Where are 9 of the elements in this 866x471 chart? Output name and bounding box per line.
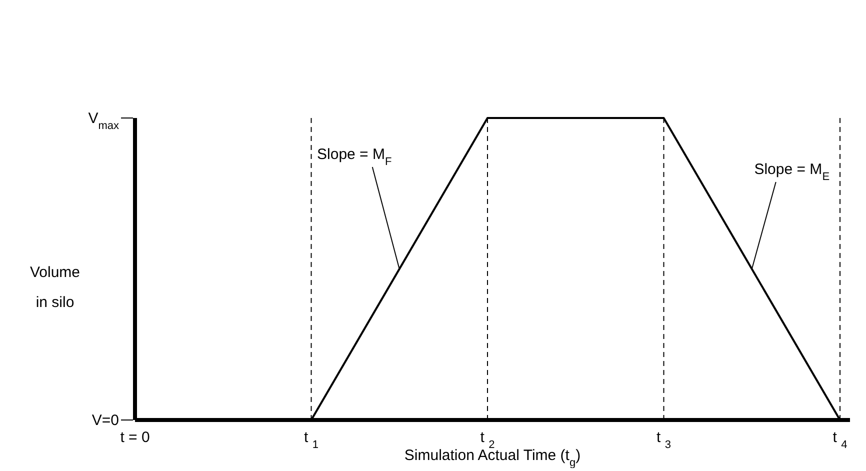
annotation: Slope = M$_{E}$ [754,161,830,183]
text: V$_{max}$ [88,110,120,132]
x-tick-label: t $_{3}$ [656,429,671,451]
x-tick-label: t = 0 [120,429,150,446]
x-tick-label: t $_{4}$ [832,429,848,451]
x-tick-label: t $_{1}$ [304,429,318,451]
y-axis-title: Volume in silo [30,264,80,311]
text: V=0 [92,412,119,429]
annotation: Slope = M$_{F}$ [317,146,392,168]
